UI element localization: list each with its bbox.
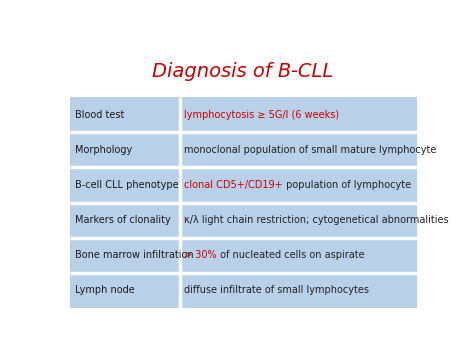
Bar	[70, 237, 418, 273]
Text: population of lymphocyte: population of lymphocyte	[283, 180, 411, 190]
Text: B-cell CLL phenotype: B-cell CLL phenotype	[75, 180, 178, 190]
Text: Lymph node: Lymph node	[75, 285, 135, 295]
Text: κ/λ light chain restriction; cytogenetical abnormalities: κ/λ light chain restriction; cytogenetic…	[184, 215, 449, 225]
Bar	[70, 97, 418, 132]
Text: of nucleated cells on aspirate: of nucleated cells on aspirate	[217, 250, 365, 260]
Bar	[70, 202, 418, 237]
Text: > 30%: > 30%	[184, 250, 217, 260]
Text: clonal CD5+/CD19+: clonal CD5+/CD19+	[184, 180, 283, 190]
Text: Markers of clonality: Markers of clonality	[75, 215, 171, 225]
Text: Morphology: Morphology	[75, 145, 132, 155]
Bar	[70, 273, 418, 308]
Text: Bone marrow infiltration: Bone marrow infiltration	[75, 250, 193, 260]
Text: monoclonal population of small mature lymphocyte: monoclonal population of small mature ly…	[184, 145, 437, 155]
Text: lymphocytosis ≥ 5G/l (6 weeks): lymphocytosis ≥ 5G/l (6 weeks)	[184, 110, 339, 120]
Text: diffuse infiltrate of small lymphocytes: diffuse infiltrate of small lymphocytes	[184, 285, 369, 295]
Bar	[70, 132, 418, 168]
Text: Blood test: Blood test	[75, 110, 124, 120]
Text: Diagnosis of B-CLL: Diagnosis of B-CLL	[152, 62, 334, 81]
Bar	[70, 168, 418, 202]
